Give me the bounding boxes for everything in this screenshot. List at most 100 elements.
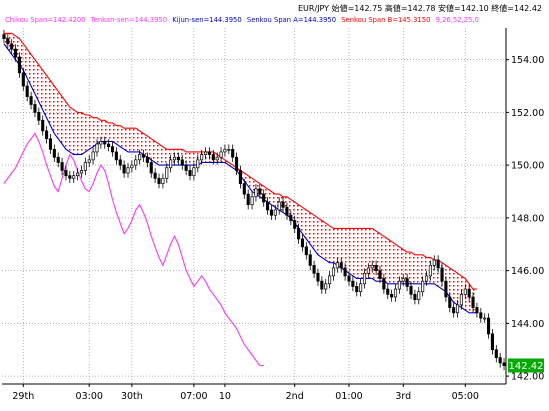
legend-span-b: Senkou Span B=145.3150 <box>341 16 430 24</box>
y-tick-label-1: 152.00 <box>511 108 544 119</box>
candle-body-8 <box>33 104 37 113</box>
candle-body-90 <box>351 280 355 287</box>
candle-body-107 <box>417 291 421 300</box>
x-tick-label-3: 07:00 <box>180 391 207 402</box>
chikou-span-line <box>3 132 264 367</box>
candle-body-63 <box>246 193 250 206</box>
candle-body-6 <box>25 85 29 97</box>
candle-body-51 <box>200 154 204 161</box>
candle-body-42 <box>165 167 169 179</box>
candle-body-99 <box>386 288 390 295</box>
candle-body-55 <box>215 156 219 161</box>
candle-body-98 <box>382 278 386 290</box>
candle-body-117 <box>455 304 460 314</box>
candle-body-92 <box>359 283 363 293</box>
candle-body-60 <box>235 156 239 171</box>
candle-body-45 <box>176 156 180 161</box>
candle-body-73 <box>285 206 289 216</box>
candle-body-32 <box>126 167 130 174</box>
candle-body-84 <box>328 275 332 285</box>
y-tick-label-3: 148.00 <box>511 213 544 224</box>
candle-body-10 <box>41 119 45 132</box>
axes-layer: 154.00 152.00 150.00 148.00 146.00 144.00 142.… <box>2 28 544 402</box>
candle-body-91 <box>355 286 359 293</box>
candle-body-77 <box>300 238 305 248</box>
candle-body-125 <box>487 317 491 335</box>
candle-body-109 <box>424 275 429 282</box>
ohlc-readout: EUR/JPY 始値=142.75 高値=142.78 安値=142.10 終値… <box>298 3 542 13</box>
y-tick-label-0: 154.00 <box>511 55 544 66</box>
candle-body-7 <box>29 96 33 105</box>
candle-body-59 <box>231 148 235 158</box>
candle-body-116 <box>452 307 456 314</box>
candle-body-81 <box>316 272 320 282</box>
candle-body-108 <box>421 280 425 293</box>
candle-body-54 <box>211 154 215 161</box>
candle-body-0 <box>2 34 6 39</box>
candle-body-82 <box>320 280 324 290</box>
candle-body-68 <box>266 201 270 211</box>
candle-body-5 <box>21 72 25 87</box>
chart-header: EUR/JPY 始値=142.75 高値=142.78 安値=142.10 終値… <box>5 3 542 24</box>
candle-body-115 <box>448 296 452 308</box>
candle-body-129 <box>502 362 506 366</box>
candle-body-18 <box>72 175 76 179</box>
candle-body-87 <box>339 262 343 269</box>
candle-body-23 <box>91 151 95 161</box>
candle-body-118 <box>459 293 463 306</box>
x-tick-label-0: 29th <box>12 391 34 402</box>
candle-body-66 <box>258 188 262 195</box>
candle-body-2 <box>10 43 14 50</box>
candle-body-29 <box>114 151 118 161</box>
candle-body-34 <box>134 159 138 166</box>
y-tick-label-5: 144.00 <box>511 319 544 330</box>
candle-body-72 <box>281 201 285 208</box>
candle-body-58 <box>227 148 231 151</box>
candle-body-94 <box>366 267 370 274</box>
candle-body-14 <box>56 156 60 163</box>
candle-body-12 <box>48 138 53 150</box>
candle-body-65 <box>254 188 258 198</box>
y-tick-label-4: 146.00 <box>511 266 544 277</box>
x-tick-label-2: 30th <box>121 391 143 402</box>
candle-body-97 <box>378 270 382 279</box>
candle-body-16 <box>64 170 68 177</box>
candle-body-123 <box>479 312 483 319</box>
candle-body-56 <box>219 151 223 158</box>
candle-body-48 <box>188 170 192 177</box>
candle-body-44 <box>172 156 177 161</box>
candle-body-85 <box>331 267 336 277</box>
candle-body-50 <box>196 159 200 169</box>
senkou-span-b-line <box>3 32 477 290</box>
candle-body-39 <box>153 172 157 179</box>
legend-tenkan: Tenkan-sen=144.3950 <box>90 16 167 24</box>
candle-body-106 <box>413 293 417 300</box>
candle-body-102 <box>397 280 401 290</box>
legend-chikou: Chikou Span=142.4200 <box>5 16 86 24</box>
grid-layer <box>2 28 506 384</box>
candle-body-105 <box>409 286 413 295</box>
x-tick-label-8: 05:00 <box>452 391 479 402</box>
candle-body-78 <box>304 246 308 256</box>
candle-body-70 <box>273 209 277 216</box>
candle-body-38 <box>149 162 153 174</box>
candle-body-103 <box>401 278 405 282</box>
candle-body-100 <box>390 293 394 298</box>
candle-body-62 <box>242 183 246 195</box>
candle-body-124 <box>483 317 487 320</box>
candle-body-83 <box>324 283 328 290</box>
candle-body-24 <box>95 143 99 153</box>
price-tag-background <box>508 358 544 373</box>
candle-body-95 <box>370 264 374 269</box>
candle-body-86 <box>335 262 339 269</box>
candle-body-79 <box>308 254 312 266</box>
candle-body-122 <box>475 307 479 314</box>
legend-date: 9,26,52,25,0 <box>436 16 479 24</box>
candle-body-93 <box>362 272 367 285</box>
candle-body-57 <box>223 148 227 153</box>
candle-body-71 <box>277 201 281 211</box>
candle-body-25 <box>99 141 103 145</box>
candle-body-121 <box>471 296 475 308</box>
candle-body-74 <box>289 214 293 221</box>
candle-body-26 <box>103 141 107 145</box>
